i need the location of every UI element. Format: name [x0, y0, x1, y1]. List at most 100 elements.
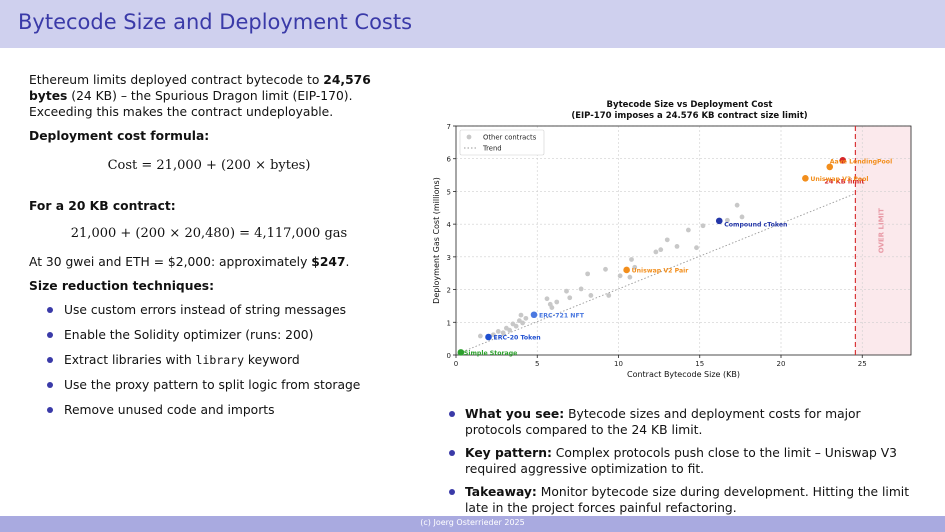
protocol-point — [530, 311, 538, 319]
technique-text: Use custom errors instead of string mess… — [64, 303, 347, 317]
list-item: Remove unused code and imports — [29, 402, 389, 418]
insight-label: Key pattern: — [465, 446, 552, 460]
x-tick-label: 20 — [777, 360, 786, 368]
protocol-label: ERC-721 NFT — [539, 312, 585, 319]
other-contract-point — [588, 293, 594, 298]
other-contract-point — [734, 202, 740, 208]
list-item: Takeaway: Monitor bytecode size during d… — [449, 484, 919, 516]
y-axis-label: Deployment Gas Cost (millions) — [432, 177, 441, 304]
other-contract-point — [617, 273, 623, 279]
other-contract-point — [495, 329, 501, 334]
other-contract-point — [567, 295, 573, 301]
protocol-label: Aave LendingPool — [830, 158, 892, 165]
protocol-point — [826, 163, 834, 171]
list-item: What you see: Bytecode sizes and deploym… — [449, 406, 919, 438]
scatter-chart: 0 1 2 3 4 5 6 7 0 5 10 15 20 25 Contract Bytecode Size… — [432, 100, 912, 379]
bullet-icon — [47, 382, 53, 388]
protocol-label: Simple Storage — [464, 350, 517, 357]
list-item: Use custom errors instead of string mess… — [29, 302, 389, 318]
intro-bold: 24,576 bytes — [29, 73, 371, 103]
x-axis-label: Contract Bytecode Size (KB) — [627, 370, 740, 379]
bullet-icon — [449, 450, 455, 456]
bullet-icon — [47, 357, 53, 363]
y-tick-label: 7 — [447, 123, 451, 131]
chart-title: Bytecode Size vs Deployment Cost — [607, 100, 773, 110]
price-bold: $247 — [311, 255, 346, 269]
other-contract-point — [674, 243, 680, 249]
insight-label: What you see: — [465, 407, 565, 421]
protocol-point — [623, 266, 630, 274]
other-contract-point — [564, 288, 569, 294]
cost-formula: Cost = 21,000 + (200 × bytes) — [107, 158, 311, 173]
protocol-point — [839, 157, 847, 164]
insight-label: Takeaway: — [465, 485, 537, 499]
other-contract-point — [606, 293, 612, 298]
bullet-icon — [47, 407, 53, 413]
other-contract-point — [507, 327, 513, 333]
other-contract-point — [627, 274, 633, 280]
y-tick-label: 0 — [447, 352, 451, 360]
over-limit-region — [855, 126, 911, 355]
other-contract-point — [500, 330, 506, 336]
other-contract-point — [544, 296, 550, 302]
other-contract-point — [629, 257, 634, 262]
other-contract-point — [554, 299, 560, 305]
library-suffix: keyword — [244, 353, 300, 367]
example-formula: 21,000 + (200 × 20,480) = 4,117,000 gas — [70, 226, 348, 241]
legend-marker-other — [466, 134, 472, 140]
other-contract-point — [685, 227, 691, 233]
bullet-icon — [47, 332, 53, 338]
protocol-label: Uniswap V2 Pair — [632, 267, 690, 274]
list-item: Use the proxy pattern to split logic fro… — [29, 377, 389, 393]
legend-label-other: Other contracts — [483, 134, 537, 142]
bullet-icon — [449, 489, 455, 495]
protocol-point — [485, 333, 492, 341]
footer-bar: (c) Joerg Osterrieder 2025 — [0, 516, 945, 532]
protocol-point — [457, 349, 465, 356]
example-heading: For a 20 KB contract: — [29, 199, 176, 213]
intro-post: (24 KB) – the Spurious Dragon limit (EIP… — [29, 89, 353, 119]
insight-text: Bytecode sizes and deployment costs for … — [465, 407, 861, 437]
other-contract-point — [700, 223, 706, 229]
other-contract-point — [658, 247, 664, 253]
technique-text: Use the proxy pattern to split logic fro… — [64, 378, 361, 392]
other-contract-point — [585, 271, 591, 277]
other-contract-point — [653, 249, 659, 255]
other-contract-point — [513, 323, 519, 329]
price-pre: At 30 gwei and ETH = $2,000: approximate… — [29, 255, 312, 269]
left-column: Ethereum limits deployed contract byteco… — [29, 72, 389, 427]
x-tick-label: 10 — [614, 360, 623, 368]
y-tick-label: 4 — [447, 221, 452, 229]
other-contract-point — [549, 305, 555, 310]
y-tick-label: 5 — [447, 188, 451, 196]
other-contract-point — [477, 333, 483, 339]
bullet-icon — [47, 307, 53, 313]
legend-box — [459, 129, 545, 156]
other-contract-point — [664, 237, 670, 243]
other-contract-point — [520, 320, 526, 326]
protocol-label: ERC-20 Token — [494, 335, 541, 342]
x-tick-label: 15 — [695, 360, 704, 368]
protocol-point — [802, 175, 809, 182]
y-tick-label: 1 — [447, 319, 451, 327]
other-contract-point — [724, 217, 730, 223]
slide-title: Bytecode Size and Deployment Costs — [18, 10, 413, 34]
intro-paragraph: Ethereum limits deployed contract byteco… — [29, 72, 389, 120]
insight-text: Complex protocols push close to the limi… — [465, 446, 897, 476]
over-limit-label: OVER LIMIT — [877, 208, 885, 253]
other-contract-point — [603, 266, 608, 272]
y-tick-label: 3 — [447, 254, 451, 262]
bullet-icon — [449, 411, 455, 417]
technique-text: Enable the Solidity optimizer (runs: 200… — [64, 328, 314, 342]
list-item: Enable the Solidity optimizer (runs: 200… — [29, 327, 389, 343]
x-tick-label: 5 — [535, 360, 539, 368]
list-item: Extract libraries with library keyword — [29, 352, 389, 368]
other-contract-point — [518, 312, 524, 318]
techniques-heading: Size reduction techniques: — [29, 279, 215, 293]
other-contract-point — [739, 214, 745, 220]
legend-label-trend: Trend — [482, 145, 502, 153]
y-tick-label: 6 — [447, 156, 452, 164]
insight-text: Monitor bytecode size during development… — [465, 485, 910, 515]
protocol-label: Compound cToken — [724, 221, 787, 228]
plot-frame — [455, 125, 912, 356]
